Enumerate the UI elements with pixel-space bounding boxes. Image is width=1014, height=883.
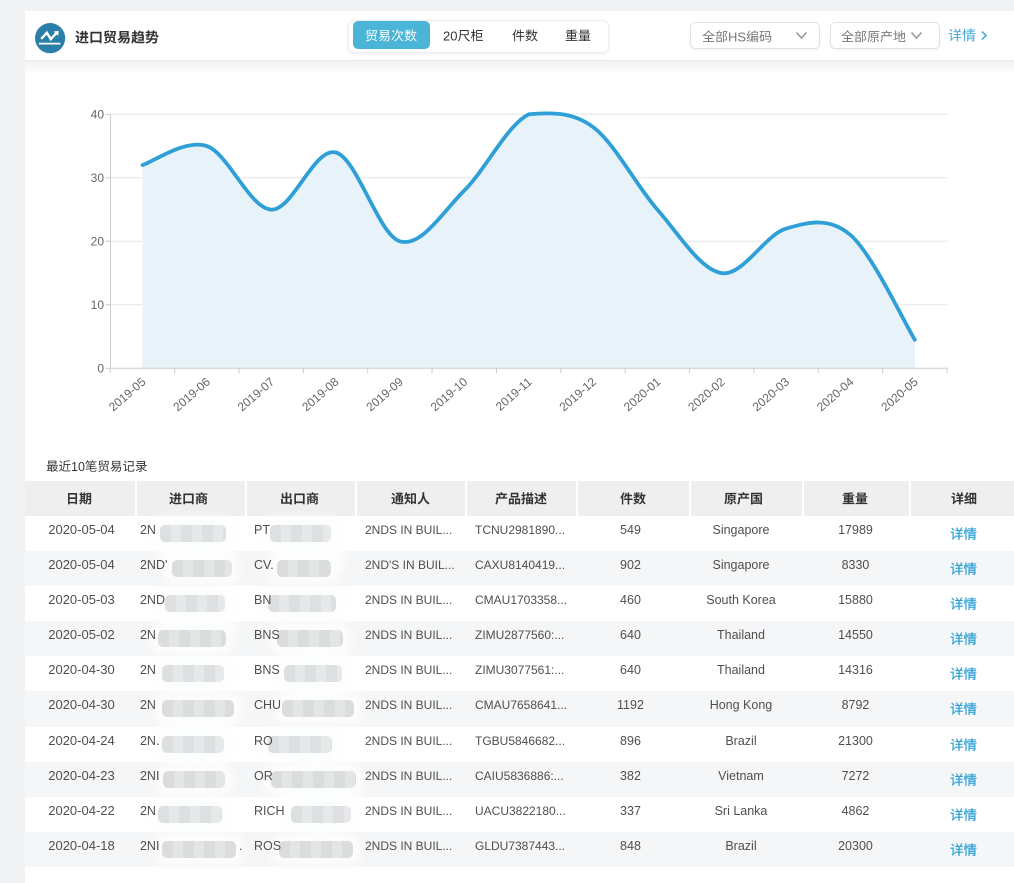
svg-text:10: 10 xyxy=(91,298,105,312)
svg-text:2020-04: 2020-04 xyxy=(814,374,857,414)
svg-text:2019-09: 2019-09 xyxy=(363,374,406,414)
svg-text:2019-08: 2019-08 xyxy=(299,374,342,414)
svg-text:2019-07: 2019-07 xyxy=(235,374,278,414)
svg-text:20: 20 xyxy=(91,235,105,249)
svg-text:2020-01: 2020-01 xyxy=(621,374,664,414)
svg-text:10: 10 xyxy=(71,460,85,474)
svg-text:30: 30 xyxy=(91,171,105,185)
svg-text:2019-12: 2019-12 xyxy=(557,374,600,414)
svg-text:2020-02: 2020-02 xyxy=(685,374,728,414)
svg-text:40: 40 xyxy=(91,108,105,122)
svg-text:2019-11: 2019-11 xyxy=(493,374,535,413)
svg-text:2019-06: 2019-06 xyxy=(170,374,213,414)
svg-text:20: 20 xyxy=(443,28,457,43)
svg-text:2019-10: 2019-10 xyxy=(428,374,471,414)
svg-text:2020-03: 2020-03 xyxy=(750,374,793,414)
svg-text:2019-05: 2019-05 xyxy=(106,374,149,414)
svg-text:HS: HS xyxy=(728,29,746,44)
svg-text:0: 0 xyxy=(97,362,104,376)
svg-text:2020-05: 2020-05 xyxy=(878,374,921,414)
